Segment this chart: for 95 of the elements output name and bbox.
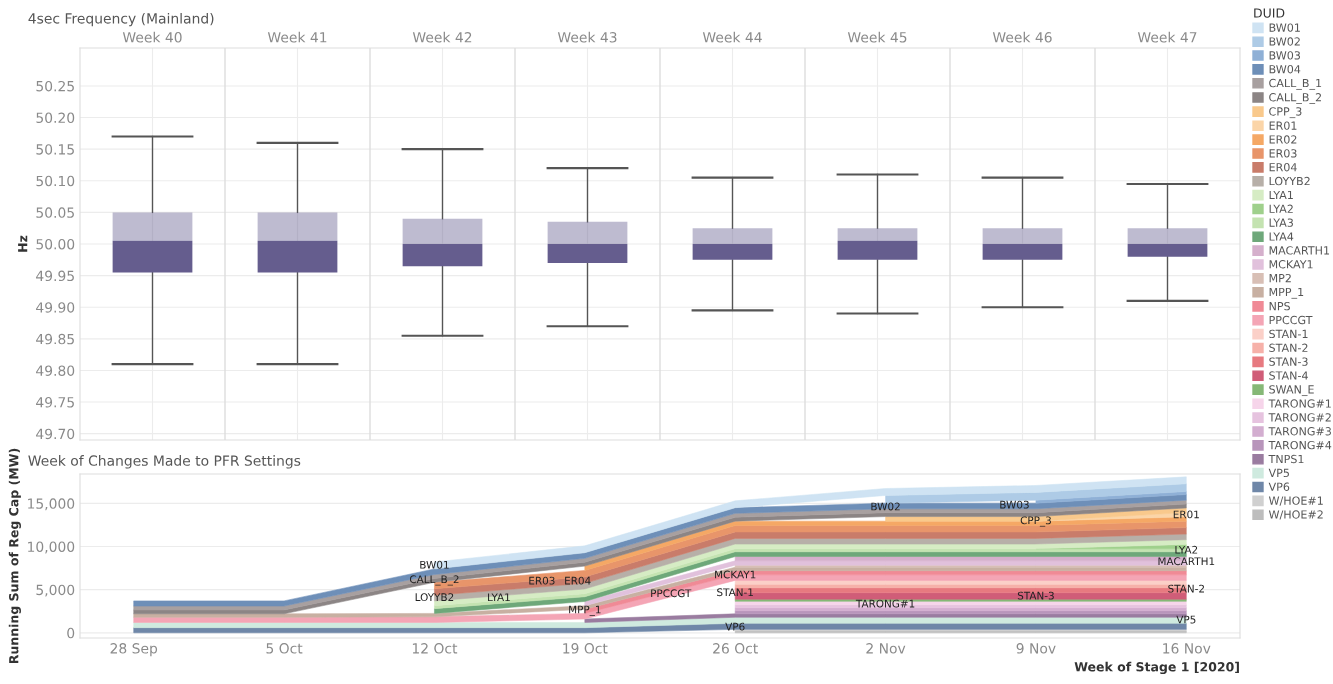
x-tick-label: Week 43 — [557, 31, 617, 43]
annotation: CALL_B_2 — [409, 575, 459, 586]
x-tick-label: 5 Oct — [266, 643, 303, 654]
chart-title: 4sec Frequency (Mainland) — [28, 12, 214, 27]
legend-label: SWAN_E — [1269, 385, 1314, 397]
x-tick-label: Week 44 — [702, 31, 762, 43]
legend-label: MP2 — [1269, 273, 1291, 283]
legend-label: LOYYB2 — [1269, 176, 1310, 186]
legend-label: TARONG#4 — [1268, 440, 1332, 450]
x-tick-label: 12 Oct — [412, 643, 458, 654]
x-tick-label: Week 45 — [847, 31, 907, 43]
annotation: STAN-3 — [1017, 591, 1054, 600]
annotation: TARONG#1 — [855, 599, 915, 608]
annotation: BW01 — [420, 560, 449, 569]
legend-label: LYA1 — [1269, 190, 1293, 199]
y-tick-label: 5,000 — [36, 584, 75, 597]
legend-label: CALL_B_1 — [1269, 78, 1322, 90]
y-axis-title: Running Sum of Reg Cap (MW) — [8, 448, 21, 664]
annotation: LYA1 — [488, 593, 510, 602]
y-tick-label: 49.85 — [36, 333, 74, 345]
y-tick-label: 50.20 — [36, 112, 75, 124]
y-tick-label: 50.00 — [36, 238, 75, 250]
y-tick-label: 49.75 — [36, 397, 74, 408]
y-tick-label: 50.25 — [36, 80, 74, 92]
annotation: BW02 — [871, 502, 900, 511]
y-tick-label: 50.10 — [36, 175, 75, 187]
annotation: ER01 — [1173, 510, 1199, 519]
x-tick-label: 26 Oct — [713, 643, 758, 654]
annotation: ER03 — [529, 576, 555, 585]
y-tick-label: 50.15 — [36, 144, 74, 155]
legend-label: W/HOE#2 — [1268, 510, 1323, 520]
legend-label: STAN-3 — [1269, 357, 1308, 366]
annotation: LYA2 — [1175, 545, 1198, 554]
x-tick-label: Week 46 — [992, 31, 1052, 43]
legend-label: TNPS1 — [1268, 454, 1304, 464]
legend-label: VP5 — [1268, 468, 1289, 478]
legend-label: BW02 — [1269, 37, 1300, 46]
legend-label: MACARTH1 — [1269, 246, 1330, 255]
y-tick-label: 0 — [67, 627, 75, 639]
annotation: VP6 — [725, 622, 745, 631]
legend-label: ER03 — [1269, 149, 1297, 158]
legend-label: NPS — [1269, 301, 1290, 311]
y-tick-label: 15,000 — [28, 498, 75, 511]
annotation: BW03 — [1000, 500, 1029, 509]
x-tick-label: Week 40 — [122, 31, 182, 43]
legend-label: CALL_B_2 — [1269, 93, 1321, 104]
x-tick-label: 28 Sep — [110, 643, 158, 657]
legend-label: BW01 — [1269, 23, 1300, 32]
annotation: LOYYB2 — [415, 593, 454, 602]
annotation: MPP_1 — [569, 605, 601, 616]
legend-label: TARONG#2 — [1268, 413, 1331, 422]
legend-label: LYA2 — [1269, 204, 1293, 213]
legend-label: STAN-1 — [1269, 329, 1308, 339]
legend-label: BW04 — [1269, 65, 1301, 74]
y-tick-label: 49.70 — [36, 428, 75, 440]
annotation: STAN-1 — [717, 588, 753, 597]
annotation: MACARTH1 — [1158, 557, 1215, 566]
annotation: PPCCGT — [651, 589, 692, 598]
y-tick-label: 50.05 — [36, 207, 74, 218]
chart-title: Week of Changes Made to PFR Settings — [28, 455, 301, 469]
annotation: MCKAY1 — [715, 570, 756, 579]
y-tick-label: 49.95 — [36, 270, 74, 282]
annotation: CPP_3 — [1020, 516, 1051, 527]
legend-label: ER01 — [1269, 121, 1297, 130]
legend-label: PPCCGT — [1269, 315, 1313, 325]
legend-label: MPP_1 — [1269, 287, 1304, 299]
legend-label: TARONG#1 — [1268, 399, 1331, 408]
x-tick-label: 9 Nov — [1016, 643, 1056, 654]
legend-title: DUID — [1254, 8, 1285, 18]
y-tick-label: 49.90 — [36, 302, 75, 313]
legend-label: BW03 — [1269, 51, 1301, 60]
x-tick-label: Week 47 — [1137, 31, 1197, 43]
y-axis-title: Hz — [18, 235, 28, 252]
x-tick-label: 2 Nov — [866, 643, 906, 654]
annotation: ER04 — [565, 576, 591, 585]
x-axis-title: Week of Stage 1 [2020] — [1074, 661, 1239, 675]
annotation: STAN-2 — [1168, 584, 1204, 593]
y-tick-label: 10,000 — [28, 541, 75, 554]
x-tick-label: Week 41 — [267, 31, 327, 43]
x-tick-label: 19 Oct — [563, 643, 608, 654]
legend-label: MCKAY1 — [1269, 260, 1313, 269]
x-tick-label: Week 42 — [412, 31, 472, 43]
legend-label: ER02 — [1269, 135, 1297, 144]
legend-label: STAN-2 — [1269, 343, 1308, 352]
y-tick-label: 49.80 — [36, 365, 75, 376]
legend-label: LYA3 — [1269, 218, 1293, 227]
annotation: VP5 — [1176, 615, 1196, 624]
legend-label: VP6 — [1268, 482, 1290, 491]
legend-label: TARONG#3 — [1268, 427, 1331, 436]
legend-label: W/HOE#1 — [1268, 496, 1323, 506]
legend-label: LYA4 — [1269, 232, 1294, 241]
legend-label: CPP_3 — [1269, 107, 1302, 119]
x-tick-label: 16 Nov — [1163, 643, 1211, 654]
legend-label: STAN-4 — [1269, 371, 1308, 380]
legend-label: ER04 — [1269, 163, 1297, 172]
